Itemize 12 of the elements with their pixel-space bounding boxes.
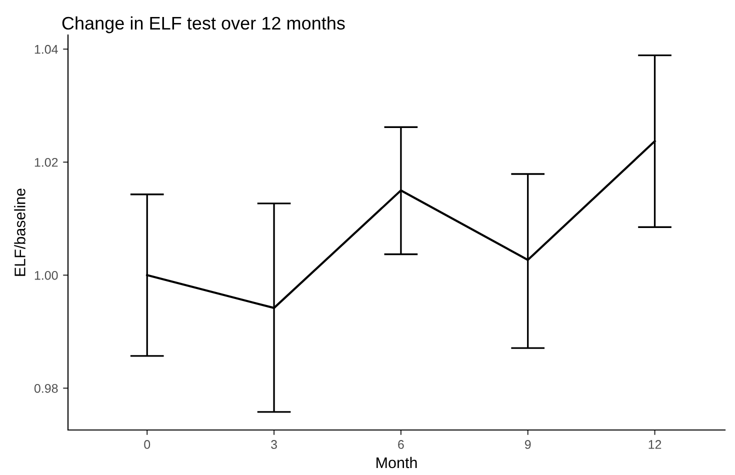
- x-tick-label: 12: [648, 440, 662, 449]
- y-axis-title: ELF/baseline: [14, 188, 26, 276]
- chart-title: Change in ELF test over 12 months: [62, 16, 345, 34]
- x-tick-label: 9: [524, 440, 531, 449]
- y-tick-label: 0.98: [34, 384, 58, 393]
- y-tick-label: 1.02: [34, 158, 58, 167]
- x-tick-label: 0: [144, 440, 150, 449]
- x-tick-label: 3: [271, 440, 277, 449]
- x-tick-label: 6: [398, 440, 404, 449]
- y-tick-label: 1.00: [34, 270, 58, 280]
- y-tick-label: 1.04: [34, 44, 58, 54]
- x-axis-title: Month: [376, 456, 417, 468]
